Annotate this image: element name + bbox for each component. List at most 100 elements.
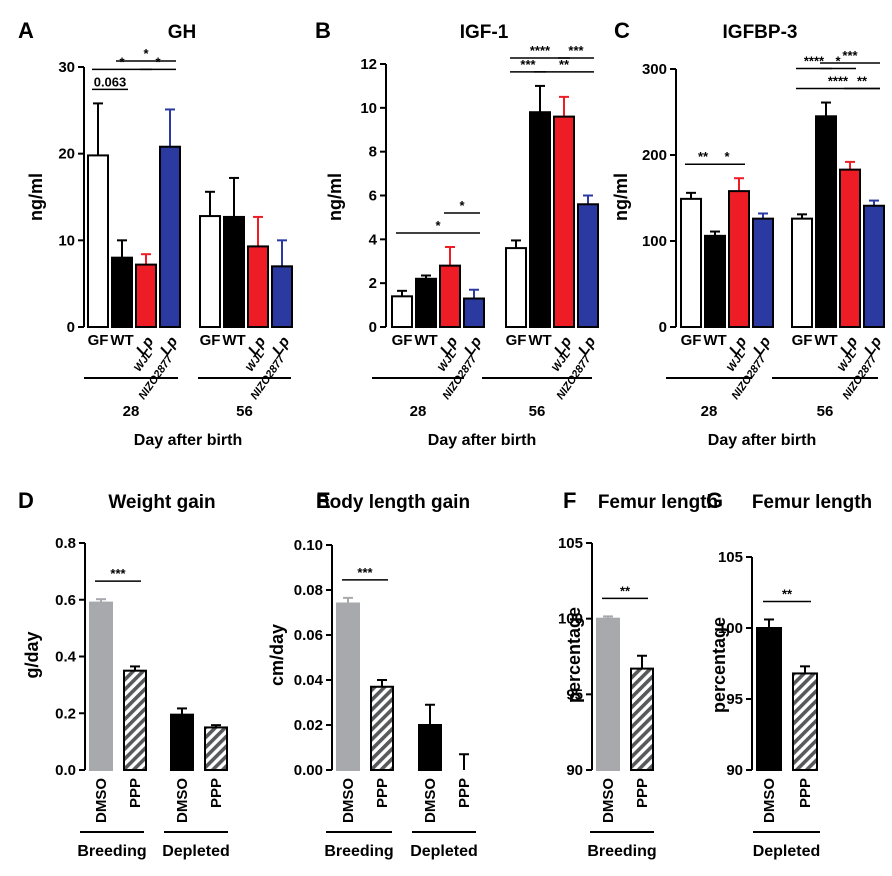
category-subscript: WJL <box>132 348 155 374</box>
significance-label: *** <box>568 43 584 58</box>
bar <box>415 277 437 328</box>
category-label: DMSO <box>761 778 778 823</box>
bar <box>391 295 413 329</box>
y-tick-label: 0 <box>67 319 75 336</box>
y-tick-label: 20 <box>58 146 75 163</box>
y-tick-label: 100 <box>718 620 743 637</box>
y-tick-label: 10 <box>58 232 75 249</box>
y-tick-label: 0.08 <box>294 582 323 599</box>
category-label: WT <box>110 332 133 349</box>
significance-label: ** <box>559 57 570 72</box>
significance-label: *** <box>110 566 126 581</box>
panel-title: Weight gain <box>108 492 215 513</box>
bar <box>463 297 485 328</box>
panel-label: A <box>18 18 34 43</box>
bar <box>630 667 654 772</box>
bar <box>199 215 221 328</box>
bar <box>704 234 726 328</box>
y-tick-label: 30 <box>58 59 75 76</box>
significance-label: **** <box>828 74 849 89</box>
y-tick-label: 2 <box>369 275 377 292</box>
panel-title: IGF-1 <box>460 22 509 43</box>
category-label: GF <box>681 332 702 349</box>
y-tick-label: 0.04 <box>294 672 324 689</box>
category-subscript: WJL <box>550 348 573 374</box>
category-label: GF <box>392 332 413 349</box>
bar <box>680 197 702 328</box>
y-tick-label: 0.4 <box>55 649 77 666</box>
bar <box>170 713 194 772</box>
panel-title: Femur length <box>752 492 872 513</box>
x-axis-label: Day after birth <box>428 432 536 449</box>
bar <box>529 111 551 329</box>
significance-label: **** <box>530 43 551 58</box>
bar <box>247 245 269 328</box>
bar <box>553 115 575 328</box>
group-label: Depleted <box>162 843 230 860</box>
y-tick-label: 12 <box>360 56 377 73</box>
significance-label: 0.063 <box>94 74 127 89</box>
y-axis-label: g/day <box>22 631 42 678</box>
y-axis-label: ng/ml <box>26 173 46 221</box>
category-label: Lp <box>157 334 181 359</box>
group-label: Breeding <box>587 843 656 860</box>
y-tick-label: 0.2 <box>55 705 76 722</box>
bar <box>596 617 620 772</box>
bar <box>87 154 109 328</box>
bar <box>135 263 157 329</box>
y-tick-label: 0.00 <box>294 762 323 779</box>
category-label: DMSO <box>422 778 439 823</box>
y-tick-label: 300 <box>642 61 667 78</box>
category-label: PPP <box>127 778 144 808</box>
y-tick-label: 100 <box>642 233 667 250</box>
significance-label: * <box>155 54 161 69</box>
bar <box>792 672 818 771</box>
x-axis-label: Day after birth <box>708 432 816 449</box>
x-axis-label: Day after birth <box>134 432 242 449</box>
bar <box>439 264 461 328</box>
y-tick-label: 10 <box>360 100 377 117</box>
bar <box>839 168 861 328</box>
category-label: WT <box>414 332 437 349</box>
category-label: Lp <box>461 334 485 359</box>
category-label: GF <box>200 332 221 349</box>
bar <box>89 601 113 772</box>
y-tick-label: 8 <box>369 144 377 161</box>
bar <box>863 204 885 329</box>
y-axis-label: cm/day <box>267 624 287 686</box>
y-tick-label: 0.10 <box>294 537 323 554</box>
category-label: DMSO <box>600 778 617 823</box>
category-label: WT <box>703 332 726 349</box>
y-tick-label: 0.06 <box>294 627 323 644</box>
y-tick-label: 95 <box>726 691 743 708</box>
panel-label: D <box>18 488 34 513</box>
category-label: PPP <box>374 778 391 808</box>
y-tick-label: 90 <box>726 762 743 779</box>
category-label: Lp <box>269 334 293 359</box>
bar <box>505 247 527 329</box>
y-tick-label: 90 <box>566 762 583 779</box>
significance-label: * <box>435 218 441 233</box>
significance-label: *** <box>357 565 373 580</box>
significance-label: * <box>143 46 149 61</box>
group-label: Depleted <box>753 843 821 860</box>
significance-label: * <box>835 54 841 69</box>
y-tick-label: 0.0 <box>55 762 76 779</box>
category-label: GF <box>506 332 527 349</box>
y-axis-label: ng/ml <box>611 173 631 221</box>
category-label: WT <box>814 332 837 349</box>
group-label: 28 <box>123 403 140 420</box>
y-tick-label: 105 <box>718 549 743 566</box>
group-label: 56 <box>817 403 834 420</box>
significance-label: ** <box>857 74 868 89</box>
panel-label: E <box>316 488 331 513</box>
panel-label: G <box>706 488 723 513</box>
bar <box>752 217 774 328</box>
significance-label: *** <box>842 48 858 63</box>
category-label: DMSO <box>340 778 357 823</box>
panel-label: C <box>614 18 630 43</box>
category-label: WT <box>528 332 551 349</box>
category-subscript: WJL <box>436 348 459 374</box>
significance-label: * <box>724 149 730 164</box>
